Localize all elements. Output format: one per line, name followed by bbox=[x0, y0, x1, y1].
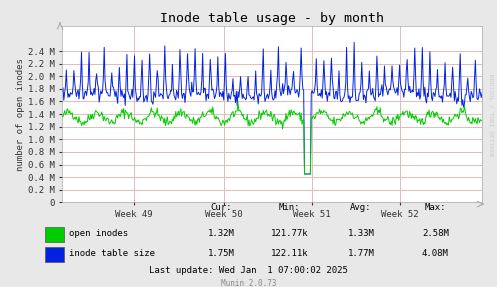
Text: 122.11k: 122.11k bbox=[270, 249, 308, 259]
Text: 1.32M: 1.32M bbox=[208, 229, 235, 238]
Text: RRDTOOL / TOBI OETIKER: RRDTOOL / TOBI OETIKER bbox=[489, 73, 494, 156]
Text: open inodes: open inodes bbox=[69, 229, 128, 238]
Text: Min:: Min: bbox=[278, 203, 300, 212]
Text: Max:: Max: bbox=[424, 203, 446, 212]
Text: 1.33M: 1.33M bbox=[347, 229, 374, 238]
Text: 2.58M: 2.58M bbox=[422, 229, 449, 238]
Title: Inode table usage - by month: Inode table usage - by month bbox=[160, 12, 384, 25]
Text: 1.77M: 1.77M bbox=[347, 249, 374, 259]
Text: Munin 2.0.73: Munin 2.0.73 bbox=[221, 279, 276, 287]
Text: 1.75M: 1.75M bbox=[208, 249, 235, 259]
Text: 121.77k: 121.77k bbox=[270, 229, 308, 238]
Text: inode table size: inode table size bbox=[69, 249, 155, 259]
Text: Last update: Wed Jan  1 07:00:02 2025: Last update: Wed Jan 1 07:00:02 2025 bbox=[149, 266, 348, 275]
Y-axis label: number of open inodes: number of open inodes bbox=[16, 58, 25, 170]
Text: Cur:: Cur: bbox=[210, 203, 232, 212]
Text: 4.08M: 4.08M bbox=[422, 249, 449, 259]
Text: Avg:: Avg: bbox=[350, 203, 372, 212]
